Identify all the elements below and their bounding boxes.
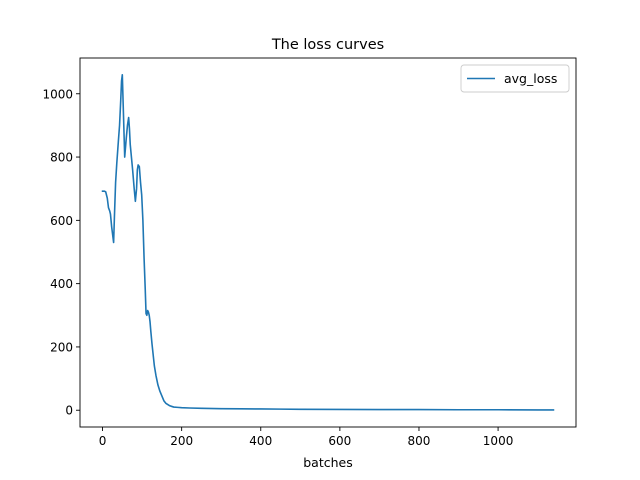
chart-title: The loss curves (271, 37, 384, 53)
legend-box (460, 64, 570, 93)
y-tick-label: 800 (50, 151, 73, 165)
y-tick-label: 600 (50, 214, 73, 228)
legend-label: avg_loss (504, 71, 557, 86)
y-tick-label: 1000 (42, 87, 73, 101)
y-tick-label: 0 (65, 404, 73, 418)
y-tick-label: 200 (50, 340, 73, 354)
legend: avg_loss (460, 64, 570, 93)
x-axis-label: batches (303, 455, 353, 470)
x-tick-label: 1000 (483, 434, 514, 448)
axes-frame (79, 57, 577, 428)
x-tick-label: 800 (408, 434, 431, 448)
x-tick-label: 200 (170, 434, 193, 448)
x-tick-label: 0 (99, 434, 107, 448)
series-line-avg-loss (101, 73, 555, 411)
plot-area: 0 200 400 600 800 1000 0 200 400 600 800 1000 avg_lo… (42, 57, 577, 448)
x-tick-label: 600 (328, 434, 351, 448)
y-tick-label: 400 (50, 277, 73, 291)
x-tick-label: 400 (249, 434, 272, 448)
